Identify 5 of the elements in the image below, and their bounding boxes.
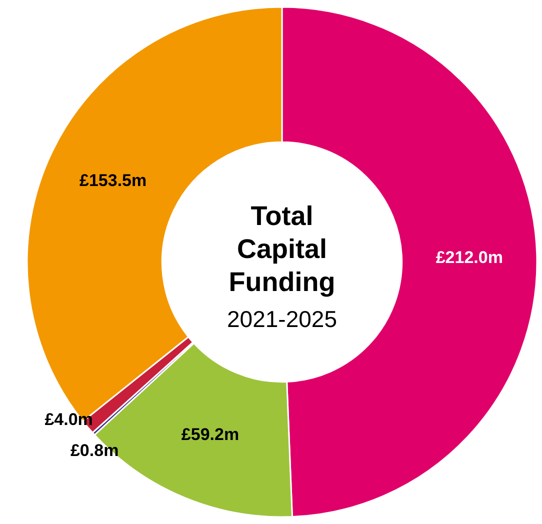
- text: Total Capital Funding: [228, 201, 336, 297]
- text: 2021-2025: [227, 306, 337, 332]
- data-label: £212.0m: [436, 248, 503, 268]
- data-label: £59.2m: [181, 425, 240, 444]
- data-label: £153.5m: [80, 170, 147, 190]
